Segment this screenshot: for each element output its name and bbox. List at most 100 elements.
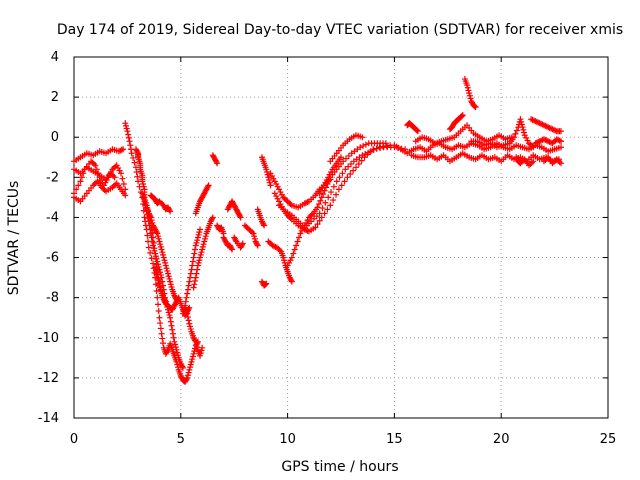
data-point xyxy=(517,116,524,123)
data-point xyxy=(150,242,157,249)
data-point xyxy=(459,112,466,119)
data-point xyxy=(164,348,171,355)
data-point xyxy=(118,146,125,153)
data-point xyxy=(194,234,201,241)
y-tick-label: -14 xyxy=(38,411,59,426)
data-point xyxy=(77,178,84,185)
data-point xyxy=(173,346,180,353)
data-point xyxy=(186,366,193,373)
data-point xyxy=(131,159,138,166)
data-point xyxy=(511,134,518,141)
data-point xyxy=(328,189,335,196)
data-point xyxy=(157,325,164,332)
data-point xyxy=(155,263,162,270)
plot-frame xyxy=(73,56,609,419)
data-point xyxy=(156,314,163,321)
data-series-track-4 xyxy=(71,164,118,183)
x-tick-label: 10 xyxy=(279,432,296,447)
data-point xyxy=(194,266,201,273)
data-point xyxy=(213,158,220,165)
data-point xyxy=(155,301,162,308)
data-point xyxy=(191,281,198,288)
data-point xyxy=(214,160,221,167)
data-point xyxy=(166,312,173,319)
y-tick-label: -4 xyxy=(46,210,59,225)
data-point xyxy=(152,253,159,260)
data-point xyxy=(152,264,159,271)
data-point xyxy=(189,262,196,269)
y-tick-label: -2 xyxy=(46,170,59,185)
data-point xyxy=(370,146,377,153)
data-point xyxy=(316,217,323,224)
data-point xyxy=(341,178,348,185)
data-point xyxy=(338,154,344,161)
data-point xyxy=(155,308,162,315)
data-point xyxy=(160,251,166,258)
data-point xyxy=(157,243,164,250)
data-point xyxy=(150,260,157,267)
data-point xyxy=(152,267,159,274)
data-point xyxy=(330,197,337,204)
data-point xyxy=(169,330,176,337)
data-point xyxy=(160,254,167,261)
data-point xyxy=(122,120,129,127)
data-point xyxy=(159,335,166,342)
data-point xyxy=(128,150,135,157)
data-series-track-5 xyxy=(122,120,201,385)
data-point xyxy=(376,144,383,151)
data-point xyxy=(264,171,271,178)
data-point xyxy=(512,130,519,137)
data-point xyxy=(174,349,181,356)
data-point xyxy=(330,183,337,190)
data-series-track-16 xyxy=(214,222,227,237)
data-point xyxy=(152,250,159,257)
data-point xyxy=(179,364,186,371)
data-series-track-38 xyxy=(528,116,565,135)
data-point xyxy=(199,344,206,351)
data-point xyxy=(204,183,211,190)
data-point xyxy=(262,281,269,288)
data-point xyxy=(165,309,172,316)
data-point xyxy=(295,234,302,241)
data-point xyxy=(163,265,170,272)
data-point xyxy=(149,219,156,226)
data-point xyxy=(181,305,188,312)
data-point xyxy=(464,84,471,91)
data-point xyxy=(169,326,176,333)
data-point xyxy=(336,174,343,181)
data-point xyxy=(202,235,209,242)
data-point xyxy=(174,364,181,371)
data-point xyxy=(359,152,366,159)
data-point xyxy=(187,364,194,371)
data-point xyxy=(167,278,174,285)
data-point xyxy=(183,294,190,301)
data-point xyxy=(145,218,152,225)
data-point xyxy=(290,250,297,257)
data-point xyxy=(172,341,179,348)
data-point xyxy=(333,191,340,198)
data-point xyxy=(199,243,206,250)
x-tick-label: 5 xyxy=(177,432,185,447)
data-point xyxy=(195,231,202,238)
data-point xyxy=(263,166,270,173)
data-point xyxy=(162,262,169,269)
data-point xyxy=(154,230,161,237)
data-point xyxy=(265,174,272,181)
data-point xyxy=(147,214,154,221)
data-point xyxy=(530,158,537,165)
data-point xyxy=(459,112,466,119)
data-point xyxy=(260,221,267,228)
data-point xyxy=(281,257,288,264)
data-point xyxy=(159,278,166,285)
data-point xyxy=(179,310,186,317)
data-point xyxy=(184,290,191,297)
data-point xyxy=(164,306,171,313)
data-point xyxy=(166,207,173,214)
data-point xyxy=(145,244,152,251)
y-tick-label: -6 xyxy=(46,251,59,266)
y-tick-label: -10 xyxy=(38,331,59,346)
x-tick-label: 0 xyxy=(70,432,78,447)
data-point xyxy=(254,242,261,249)
data-point xyxy=(314,204,321,211)
data-point xyxy=(144,232,151,239)
